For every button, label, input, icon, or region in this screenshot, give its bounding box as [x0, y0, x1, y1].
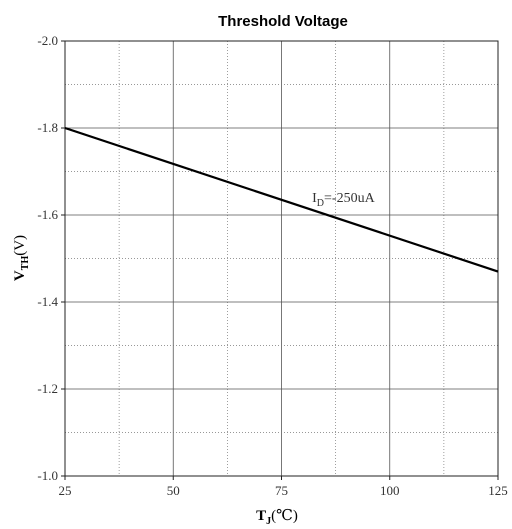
- y-tick-label: -2.0: [37, 33, 58, 48]
- x-tick-label: 25: [59, 483, 72, 498]
- y-axis-label: VTH(V): [12, 235, 31, 281]
- y-tick-label: -1.4: [37, 294, 58, 309]
- x-tick-label: 100: [380, 483, 400, 498]
- y-tick-label: -1.8: [37, 120, 58, 135]
- x-tick-label: 50: [167, 483, 180, 498]
- annotation-value: =-250uA: [324, 191, 376, 206]
- chart-title: Threshold Voltage: [218, 13, 348, 30]
- x-label-unit: (℃): [271, 508, 298, 524]
- x-tick-label: 125: [488, 483, 508, 498]
- x-label-sub: J: [266, 516, 271, 527]
- y-label-main: V: [12, 270, 28, 281]
- series-line: [64, 126, 499, 273]
- y-tick-label: -1.2: [37, 381, 58, 396]
- y-label-unit: (V): [12, 235, 28, 256]
- x-axis-ticks: 25 50 75 100 125: [59, 476, 508, 498]
- x-tick-label: 75: [275, 483, 288, 498]
- y-tick-label: -1.0: [37, 468, 58, 483]
- condition-annotation: ID=-250uA: [312, 191, 375, 209]
- annotation-main: I: [312, 191, 317, 206]
- grid-lines: [65, 41, 498, 476]
- annotation-sub: D: [317, 198, 324, 209]
- y-tick-label: -1.6: [37, 207, 58, 222]
- series-group: [64, 126, 499, 273]
- y-label-sub: TH: [20, 256, 31, 271]
- y-axis-ticks: -2.0 -1.8 -1.6 -1.4 -1.2 -1.0: [37, 33, 65, 483]
- x-axis-label: TJ(℃): [256, 508, 298, 527]
- x-label-main: T: [256, 508, 266, 524]
